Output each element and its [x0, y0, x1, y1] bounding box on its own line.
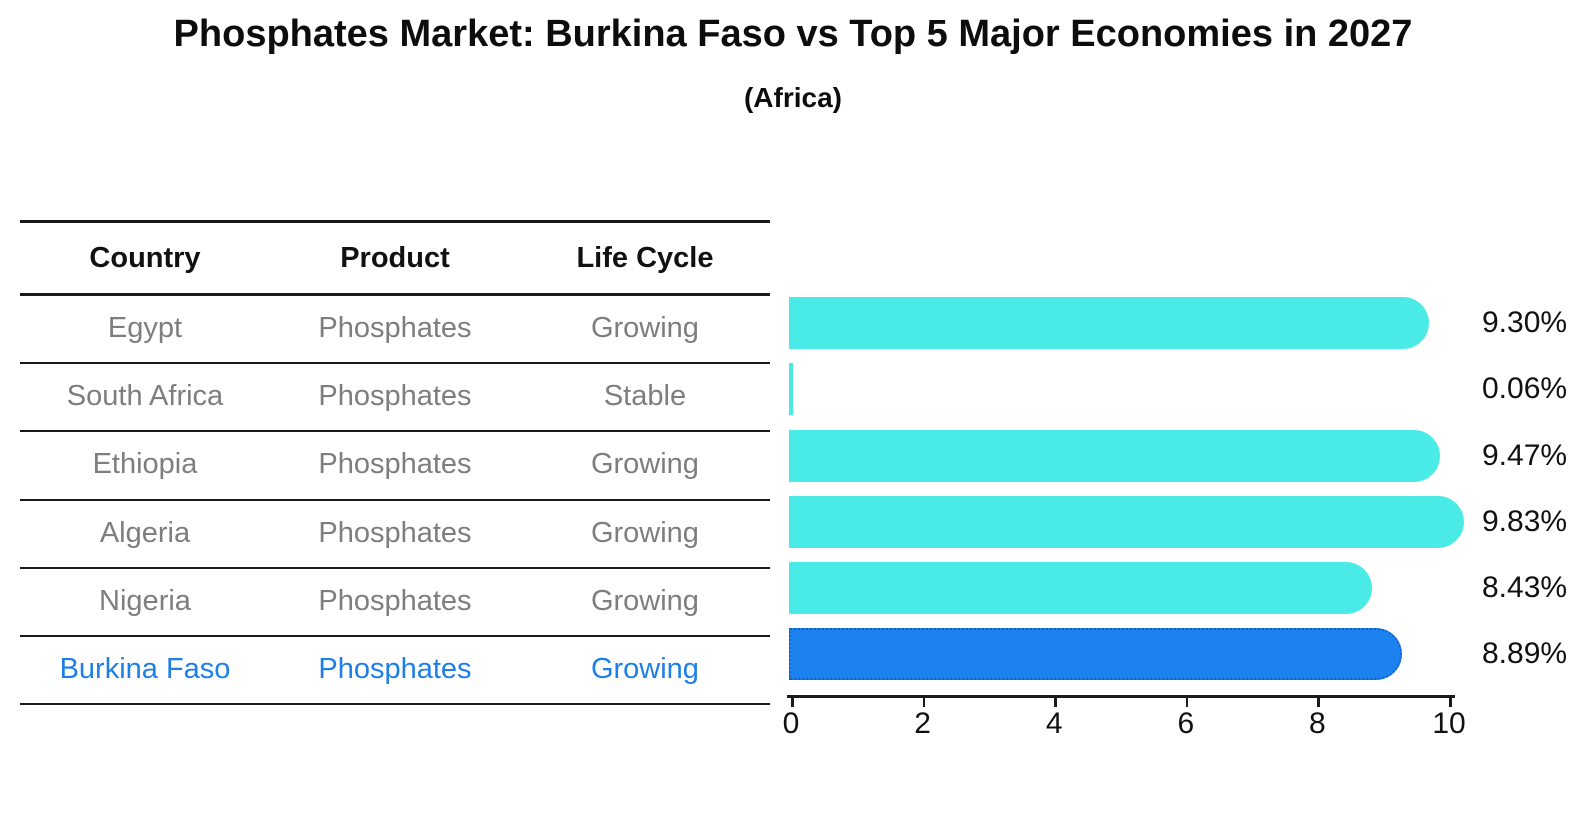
- table-row: Ethiopia Phosphates Growing: [20, 432, 770, 501]
- table-cell-life-cycle: Stable: [603, 380, 687, 413]
- table-cell-product: Phosphates: [318, 448, 472, 481]
- x-tick-label: 8: [1309, 707, 1326, 740]
- table-body: Egypt Phosphates Growing South Africa Phosph…: [20, 296, 770, 706]
- table-cell-product: Phosphates: [318, 312, 472, 344]
- table-cell-product: Phosphates: [318, 516, 472, 549]
- table-row: South Africa Phosphates Stable: [20, 364, 770, 433]
- bar-nigeria: [789, 561, 1372, 614]
- table-cell-country: Algeria: [99, 516, 191, 549]
- table-cell-country: Burkina Faso: [59, 652, 231, 685]
- table-cell-country: South Africa: [66, 380, 224, 413]
- table-header-cell: Product: [340, 242, 450, 274]
- x-tick-mark: [1185, 695, 1189, 707]
- x-tick-mark: [1317, 695, 1320, 707]
- x-tick-mark: [922, 695, 926, 707]
- bar-value-label: 9.30%: [1482, 306, 1568, 340]
- table-cell-country: Nigeria: [99, 584, 191, 617]
- table-cell-life-cycle: Growing: [590, 516, 699, 549]
- table-row: Algeria Phosphates Growing: [20, 501, 770, 569]
- x-tick-mark: [1449, 695, 1452, 707]
- table-header-row: Country Product Life Cycle: [20, 223, 770, 296]
- x-tick-label: 4: [1045, 707, 1063, 740]
- chart-title: Phosphates Market: Burkina Faso vs Top 5…: [173, 13, 1413, 55]
- table-cell-country: Egypt: [107, 312, 183, 344]
- bar-value-label: 8.43%: [1482, 570, 1568, 604]
- bar-value-label: 9.83%: [1482, 504, 1568, 538]
- table-cell-product: Phosphates: [318, 652, 472, 685]
- table-cell-product: Phosphates: [318, 584, 472, 617]
- x-axis-line: [787, 695, 1455, 698]
- bar-value-label: 8.89%: [1482, 637, 1568, 671]
- table-header-cell: Life Cycle: [576, 242, 714, 274]
- table-cell-product: Phosphates: [318, 380, 472, 413]
- table-row: Nigeria Phosphates Growing: [20, 569, 770, 637]
- table-cell-life-cycle: Growing: [590, 584, 699, 617]
- table-header-cell: Country: [89, 242, 201, 274]
- x-tick-mark: [1054, 695, 1057, 707]
- table-row: Burkina Faso Phosphates Growing: [20, 637, 770, 706]
- x-tick-label: 10: [1432, 707, 1466, 740]
- x-tick-label: 2: [914, 707, 931, 740]
- bar-egypt: [789, 297, 1429, 350]
- bar-south-africa: [789, 363, 793, 416]
- table-row: Egypt Phosphates Growing: [20, 296, 770, 365]
- table-cell-life-cycle: Growing: [590, 312, 699, 344]
- chart-subtitle: (Africa): [743, 82, 842, 113]
- table-cell-life-cycle: Growing: [590, 652, 699, 685]
- x-tick-mark: [791, 695, 794, 707]
- bar-algeria: [789, 495, 1464, 548]
- x-tick-label: 0: [782, 707, 800, 740]
- bar-ethiopia: [789, 429, 1441, 482]
- bar-value-label: 0.06%: [1482, 372, 1568, 406]
- table-cell-life-cycle: Growing: [590, 448, 699, 481]
- x-tick-label: 6: [1177, 707, 1195, 740]
- bar-value-label: 9.47%: [1482, 438, 1568, 472]
- table-cell-country: Ethiopia: [92, 448, 198, 481]
- country-table: Country Product Life Cycle Egypt Phosphates…: [20, 220, 770, 706]
- bar-burkina-faso: [789, 628, 1402, 681]
